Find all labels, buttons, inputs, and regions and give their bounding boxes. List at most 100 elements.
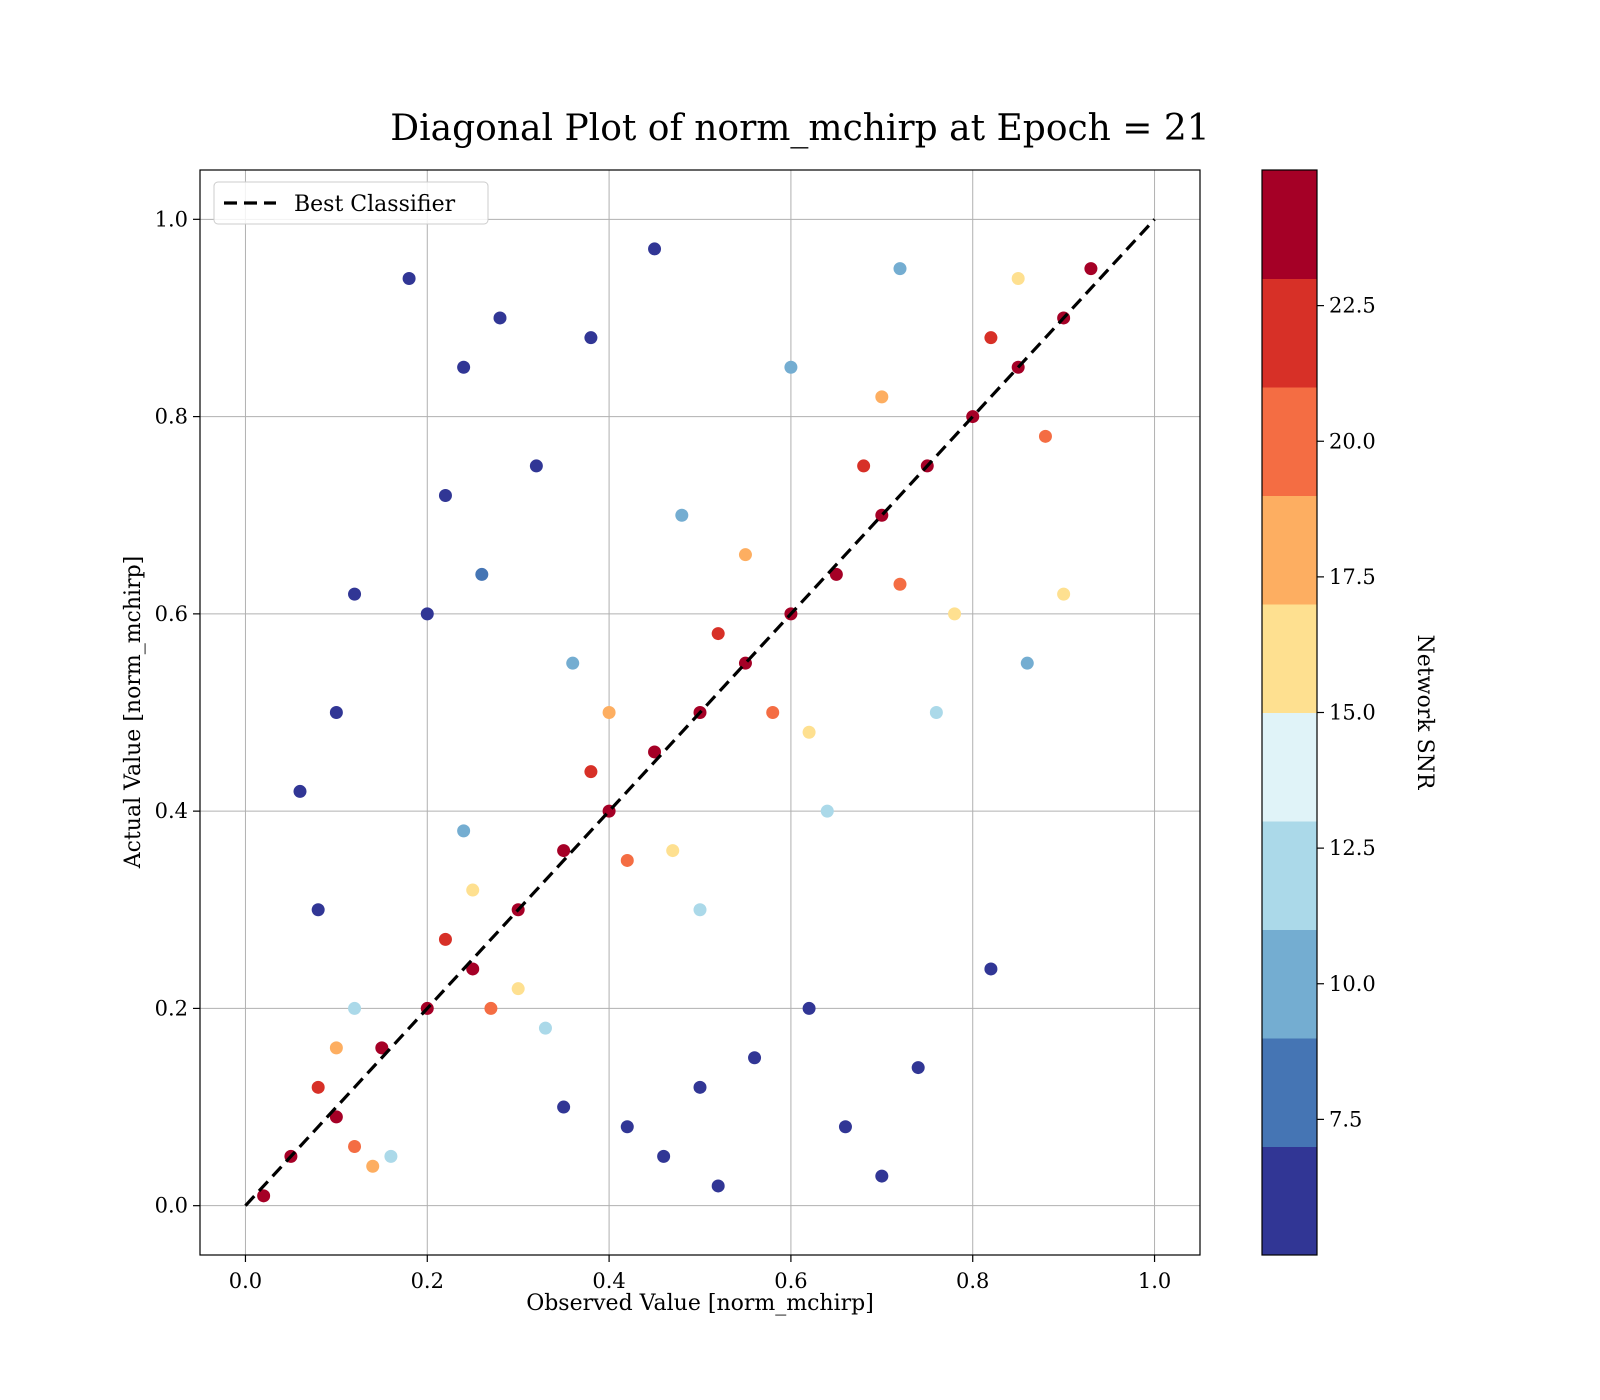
scatter-point <box>293 784 307 798</box>
scatter-point <box>875 390 889 404</box>
scatter-point <box>566 656 580 670</box>
y-tick-label: 0.0 <box>155 1194 188 1218</box>
scatter-point <box>893 577 907 591</box>
scatter-point <box>466 962 480 976</box>
scatter-point <box>348 1140 362 1153</box>
y-tick-label: 1.0 <box>155 207 188 231</box>
scatter-point <box>675 508 689 522</box>
scatter-point <box>857 459 871 473</box>
colorbar-tick-label: 22.5 <box>1329 294 1376 318</box>
scatter-point <box>584 765 598 779</box>
scatter-point <box>948 607 962 621</box>
scatter-point <box>384 1149 398 1163</box>
scatter-point <box>602 706 616 719</box>
scatter-point <box>584 331 598 345</box>
scatter-point <box>802 725 816 739</box>
scatter-point <box>784 360 798 374</box>
scatter-point <box>557 1100 571 1114</box>
scatter-point <box>329 1041 343 1055</box>
colorbar-tick-label: 7.5 <box>1329 1107 1362 1131</box>
scatter-point <box>838 1120 852 1134</box>
colorbar-segment <box>1262 170 1317 279</box>
scatter-point <box>620 1120 634 1134</box>
scatter-point <box>511 982 525 996</box>
x-tick-label: 0.2 <box>411 1269 444 1293</box>
colorbar-segment <box>1262 929 1317 1039</box>
colorbar-tick-label: 20.0 <box>1329 429 1376 453</box>
x-tick-label: 0.8 <box>956 1269 989 1293</box>
scatter-point <box>366 1159 380 1173</box>
x-tick-label: 0.0 <box>229 1269 262 1293</box>
scatter-point <box>475 567 489 581</box>
scatter-point <box>648 242 662 256</box>
scatter-point <box>711 1179 725 1193</box>
scatter-point <box>257 1189 271 1203</box>
x-tick-label: 0.6 <box>774 1269 807 1293</box>
scatter-point <box>438 489 452 502</box>
scatter-point <box>1057 587 1071 601</box>
x-tick-label: 0.4 <box>592 1269 625 1293</box>
scatter-point <box>620 853 634 867</box>
scatter-point <box>693 903 707 917</box>
y-tick-label: 0.6 <box>155 602 188 626</box>
colorbar-tick-label: 12.5 <box>1329 836 1376 860</box>
scatter-point <box>693 1080 707 1094</box>
scatter-point <box>1038 429 1052 443</box>
scatter-point <box>438 932 452 946</box>
y-axis-ticks: 0.0 0.2 0.4 0.6 0.8 1.0 <box>155 207 200 1218</box>
scatter-point <box>493 311 507 325</box>
scatter-point <box>1011 272 1025 285</box>
colorbar-label: Network SNR <box>1412 635 1437 791</box>
scatter-point <box>875 1169 889 1183</box>
scatter-point <box>329 1110 343 1124</box>
colorbar-tick-label: 10.0 <box>1329 972 1376 996</box>
scatter-point <box>984 962 998 976</box>
x-axis-ticks: 0.0 0.2 0.4 0.6 0.8 1.0 <box>229 1255 1171 1293</box>
scatter-point <box>538 1021 552 1035</box>
chart-title: Diagonal Plot of norm_mchirp at Epoch = … <box>390 108 1209 149</box>
legend-box <box>213 181 489 225</box>
y-axis-label: Actual Value [norm_mchirp] <box>121 556 146 870</box>
scatter-point <box>929 706 943 719</box>
scatter-point <box>311 903 325 917</box>
colorbar-segment <box>1262 604 1317 713</box>
colorbar-tick-label: 15.0 <box>1329 701 1376 725</box>
scatter-point <box>348 587 362 601</box>
scatter-point <box>557 844 571 858</box>
scatter-point <box>829 567 843 581</box>
scatter-point <box>348 1001 362 1015</box>
scatter-point <box>1084 262 1098 276</box>
scatter-point <box>738 548 752 562</box>
scatter-point <box>984 331 998 345</box>
scatter-point <box>893 262 907 276</box>
scatter-point <box>802 1001 816 1015</box>
y-tick-label: 0.4 <box>155 799 188 823</box>
scatter-point <box>1020 656 1034 670</box>
y-tick-label: 0.8 <box>155 405 188 429</box>
y-tick-label: 0.2 <box>155 996 188 1020</box>
colorbar-segment <box>1262 821 1317 930</box>
colorbar <box>1261 169 1318 1256</box>
scatter-point <box>820 804 834 818</box>
colorbar-ticks: 7.5 10.0 12.5 15.0 17.5 20.0 22.5 <box>1317 294 1376 1131</box>
x-axis-label: Observed Value [norm_mchirp] <box>526 1291 874 1316</box>
colorbar-segment <box>1262 1038 1317 1147</box>
colorbar-segment <box>1262 495 1317 605</box>
scatter-point <box>457 824 471 838</box>
scatter-point <box>466 883 480 897</box>
scatter-point <box>766 706 780 719</box>
colorbar-segment <box>1262 387 1317 496</box>
scatter-point <box>420 607 434 621</box>
scatter-point <box>711 627 725 641</box>
scatter-point <box>311 1080 325 1094</box>
scatter-point <box>666 844 680 858</box>
colorbar-segment <box>1262 1146 1317 1256</box>
scatter-point <box>402 272 416 285</box>
scatter-point <box>529 459 543 473</box>
best-classifier-line <box>244 218 1156 1207</box>
scatter-point <box>375 1041 389 1055</box>
scatter-point <box>457 360 471 374</box>
colorbar-segment <box>1262 278 1317 388</box>
scatter-point <box>484 1001 498 1015</box>
